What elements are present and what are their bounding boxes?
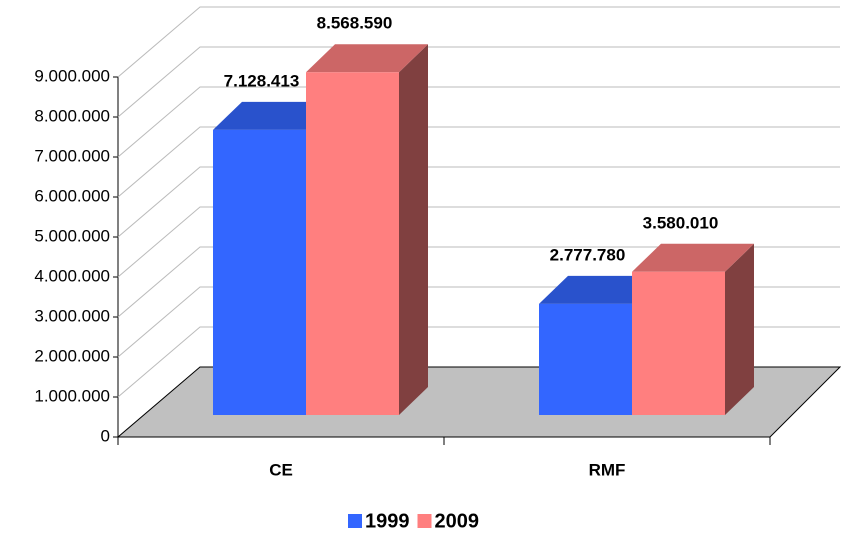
value-label: 2.777.780: [550, 245, 626, 264]
grid-line: [117, 6, 840, 78]
y-tick-label: 7.000.000: [34, 146, 110, 165]
y-tick-label: 8.000.000: [34, 106, 110, 125]
legend-label: 2009: [435, 510, 480, 532]
bar-side: [399, 44, 428, 415]
grid-line: [117, 246, 840, 318]
bar: [306, 44, 428, 415]
grid-line: [117, 166, 840, 238]
grid-line: [117, 46, 840, 118]
y-tick-label: 3.000.000: [34, 306, 110, 325]
bar-top: [632, 243, 754, 272]
grid-line: [117, 206, 840, 278]
legend-swatch: [348, 514, 362, 528]
y-tick-label: 5.000.000: [34, 226, 110, 245]
bar-side: [725, 243, 754, 415]
bar: [632, 243, 754, 415]
bar-front: [539, 303, 632, 415]
y-tick-label: 1.000.000: [34, 386, 110, 405]
x-tick-label: RMF: [589, 460, 626, 479]
legend-label: 1999: [365, 510, 410, 532]
grid-line: [117, 86, 840, 158]
value-label: 8.568.590: [317, 14, 393, 33]
y-tick-label: 6.000.000: [34, 186, 110, 205]
value-label: 7.128.413: [224, 71, 300, 90]
legend-swatch: [417, 514, 432, 528]
bar-top: [213, 101, 335, 130]
bar-top: [306, 44, 428, 73]
bar-top: [539, 275, 661, 304]
bar-front: [213, 129, 306, 416]
y-tick-label: 4.000.000: [34, 266, 110, 285]
y-tick-label: 0: [101, 426, 110, 445]
grid-line: [117, 126, 840, 198]
bar-front: [632, 271, 725, 415]
y-tick-label: 9.000.000: [34, 66, 110, 85]
x-tick-label: CE: [269, 460, 293, 479]
value-label: 3.580.010: [643, 213, 719, 232]
bar-front: [306, 72, 399, 415]
y-tick-label: 2.000.000: [34, 346, 110, 365]
